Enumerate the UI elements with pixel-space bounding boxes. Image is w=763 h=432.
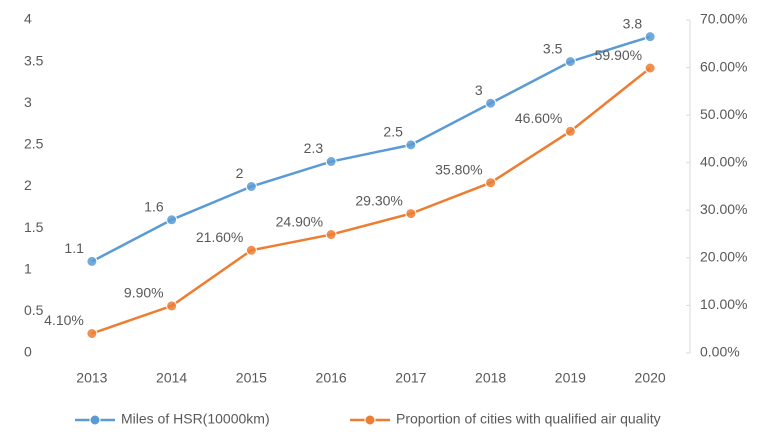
series-line bbox=[91, 67, 651, 335]
legend-label: Miles of HSR(10000km) bbox=[121, 411, 270, 427]
data-point bbox=[485, 177, 497, 189]
data-point bbox=[564, 56, 576, 68]
data-label: 4.10% bbox=[44, 312, 84, 328]
legend-marker bbox=[364, 414, 376, 426]
y-tick-label: 3.5 bbox=[24, 52, 44, 68]
data-label: 2.5 bbox=[383, 124, 403, 140]
data-point bbox=[485, 97, 497, 109]
data-point bbox=[166, 214, 178, 226]
data-point bbox=[325, 156, 337, 168]
y2-tick-label: 30.00% bbox=[700, 201, 747, 217]
data-point bbox=[86, 327, 98, 339]
data-label: 35.80% bbox=[435, 161, 482, 177]
series-line bbox=[91, 35, 651, 263]
data-label: 21.60% bbox=[196, 229, 243, 245]
data-label: 24.90% bbox=[276, 213, 323, 229]
x-tick-label: 2017 bbox=[395, 370, 426, 386]
data-point bbox=[86, 255, 98, 267]
y-tick-label: 3 bbox=[24, 94, 32, 110]
y2-tick-label: 50.00% bbox=[700, 106, 747, 122]
y-tick-label: 1 bbox=[24, 260, 32, 276]
data-label: 29.30% bbox=[355, 192, 402, 208]
x-tick-label: 2019 bbox=[555, 370, 586, 386]
data-point bbox=[564, 125, 576, 137]
legend-marker bbox=[89, 414, 101, 426]
data-point bbox=[166, 300, 178, 312]
data-point bbox=[405, 208, 417, 220]
data-label: 46.60% bbox=[515, 110, 562, 126]
y2-tick-label: 40.00% bbox=[700, 153, 747, 169]
legend-label: Proportion of cities with qualified air … bbox=[396, 411, 661, 427]
y2-tick-label: 20.00% bbox=[700, 249, 747, 265]
y-tick-label: 1.5 bbox=[24, 219, 44, 235]
y2-tick-label: 10.00% bbox=[700, 296, 747, 312]
data-label: 1.1 bbox=[64, 240, 84, 256]
x-tick-label: 2020 bbox=[635, 370, 666, 386]
data-point bbox=[325, 229, 337, 241]
data-label: 3.8 bbox=[623, 15, 643, 31]
data-point bbox=[644, 62, 656, 74]
data-label: 1.6 bbox=[144, 199, 164, 215]
y2-tick-label: 60.00% bbox=[700, 58, 747, 74]
x-tick-label: 2014 bbox=[156, 370, 187, 386]
data-point bbox=[644, 31, 656, 43]
data-point bbox=[245, 244, 257, 256]
data-label: 59.90% bbox=[595, 47, 642, 63]
y-tick-label: 0 bbox=[24, 344, 32, 360]
data-label: 3 bbox=[475, 82, 483, 98]
x-tick-label: 2016 bbox=[316, 370, 347, 386]
data-point bbox=[245, 181, 257, 192]
data-label: 2.3 bbox=[304, 140, 324, 156]
data-label: 3.5 bbox=[543, 40, 563, 56]
x-tick-label: 2015 bbox=[236, 370, 267, 386]
y-tick-label: 4 bbox=[24, 11, 32, 27]
y-tick-label: 0.5 bbox=[24, 302, 44, 318]
x-tick-label: 2018 bbox=[475, 370, 506, 386]
data-label: 9.90% bbox=[124, 285, 164, 301]
y2-tick-label: 70.00% bbox=[700, 11, 747, 27]
y-tick-label: 2 bbox=[24, 177, 32, 193]
data-point bbox=[405, 139, 417, 151]
x-tick-label: 2013 bbox=[76, 370, 107, 386]
y-tick-label: 2.5 bbox=[24, 136, 44, 152]
data-label: 2 bbox=[236, 165, 244, 181]
y2-tick-label: 0.00% bbox=[700, 344, 740, 360]
